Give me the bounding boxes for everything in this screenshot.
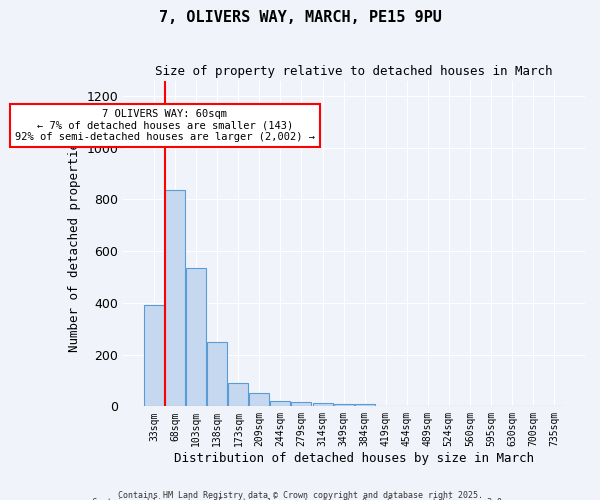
Bar: [250, 393, 269, 406]
Bar: [313, 403, 332, 406]
Title: Size of property relative to detached houses in March: Size of property relative to detached ho…: [155, 65, 553, 78]
Bar: [186, 268, 206, 406]
Text: 7, OLIVERS WAY, MARCH, PE15 9PU: 7, OLIVERS WAY, MARCH, PE15 9PU: [158, 10, 442, 25]
Bar: [292, 402, 311, 406]
Bar: [144, 306, 164, 406]
Bar: [355, 404, 374, 406]
Text: Contains public sector information licensed under the Open Government Licence v3: Contains public sector information licen…: [92, 498, 508, 500]
Bar: [334, 404, 353, 406]
Text: 7 OLIVERS WAY: 60sqm
← 7% of detached houses are smaller (143)
92% of semi-detac: 7 OLIVERS WAY: 60sqm ← 7% of detached ho…: [15, 109, 315, 142]
Bar: [229, 383, 248, 406]
Bar: [271, 401, 290, 406]
Y-axis label: Number of detached properties: Number of detached properties: [68, 134, 81, 352]
X-axis label: Distribution of detached houses by size in March: Distribution of detached houses by size …: [174, 452, 534, 465]
Bar: [165, 190, 185, 406]
Bar: [208, 342, 227, 406]
Text: Contains HM Land Registry data © Crown copyright and database right 2025.: Contains HM Land Registry data © Crown c…: [118, 490, 482, 500]
